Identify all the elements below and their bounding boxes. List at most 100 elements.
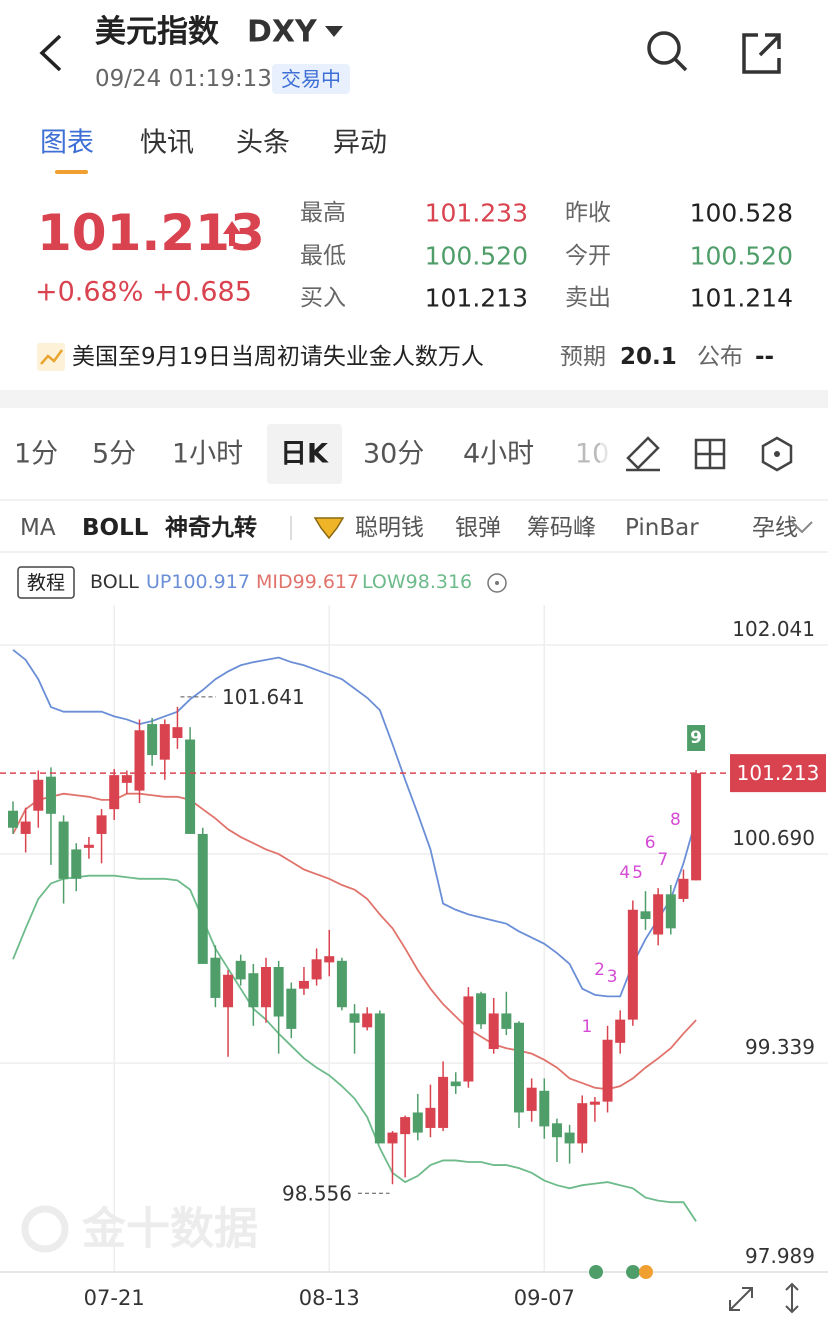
candle-body [564,1132,575,1144]
candle-body [197,833,208,964]
settings-button[interactable] [761,436,793,472]
candle-body [678,878,689,899]
event-dot[interactable] [589,1265,603,1279]
candle-body [374,1013,385,1144]
scale-button[interactable] [785,1282,799,1314]
stat-value: 100.528 [690,199,793,228]
candle-body [425,1107,436,1128]
indicator-tab[interactable]: 聪明钱 [355,515,424,541]
period-tab[interactable]: 1分 [14,439,58,470]
indicator-tab[interactable]: MA [20,515,56,541]
event-dot[interactable] [626,1265,640,1279]
symbol-code[interactable]: DXY [247,15,318,50]
candle-body [463,996,474,1082]
draw-tool-button[interactable] [626,436,660,472]
x-tick-label: 09-07 [514,1286,575,1310]
symbol-dropdown[interactable] [325,26,343,37]
period-tab[interactable]: 30分 [363,439,424,470]
candle-body [210,957,221,998]
candle-body [387,1132,398,1144]
indicator-name: BOLL [90,571,139,593]
stat-value: 101.214 [690,284,793,313]
candle-body [400,1117,411,1135]
candle-body [286,988,297,1029]
news-text: 美国至9月19日当周初请失业金人数万人 [72,344,484,370]
legend-entry: UP100.917 [146,571,250,593]
period-tab[interactable]: 4小时 [463,439,534,470]
candle-body [235,960,246,980]
period-tab[interactable]: 日K [280,439,329,470]
indicator-tab[interactable]: 筹码峰 [527,515,596,541]
candle-body [20,821,31,834]
tab[interactable]: 图表 [40,128,94,159]
candle-body [33,779,44,811]
back-button[interactable] [39,34,62,72]
stat-label: 昨收 [565,200,611,226]
tab[interactable]: 异动 [333,128,387,159]
indicator-tab[interactable]: BOLL [82,515,149,541]
tab-indicator [55,170,88,174]
status-badge [272,64,350,94]
event-dot[interactable] [639,1265,653,1279]
stat-value: 100.520 [690,242,793,271]
search-button[interactable] [647,31,688,72]
y-tick-label: 99.339 [745,1035,815,1059]
indicator-tab[interactable]: 神奇九转 [165,514,257,541]
td-label: 3 [607,967,618,987]
indicator-settings[interactable] [487,573,507,593]
y-tick-label: 102.041 [732,617,815,641]
tab[interactable]: 头条 [236,128,290,159]
expand-indicators[interactable] [791,521,813,534]
layout-button[interactable] [694,438,726,470]
candle-body [311,959,322,980]
change-value: +0.685 [152,277,252,308]
indicator-tab[interactable]: 银弹 [455,515,501,541]
candle-body [71,849,82,879]
tutorial-tag[interactable] [17,566,75,599]
stat-label: 最低 [300,243,346,269]
period-tab[interactable]: 5分 [92,439,136,470]
high-marker: 101.641 [222,685,305,709]
tab[interactable]: 快讯 [140,128,194,159]
candle-body [501,1013,512,1029]
fullscreen-button[interactable] [729,1287,753,1311]
candle-body [438,1076,449,1128]
indicator-tab[interactable]: PinBar [625,515,699,541]
td-label: 9 [690,728,702,748]
candle-body [147,724,158,756]
last-price-label: 101.213 [737,761,820,785]
news-row[interactable]: 美国至9月19日当周初请失业金人数万人 预期 20.1 公布 -- [37,343,774,371]
stat-label: 买入 [300,285,346,311]
stat-label: 最高 [300,200,346,226]
candle-body [109,775,120,810]
candle-body [185,739,196,834]
candle-body [526,1087,537,1111]
candle-body [45,776,56,814]
candle-body [412,1112,423,1133]
share-button[interactable] [742,33,781,74]
smart-money-icon [313,517,345,540]
stat-value: 101.233 [425,199,528,228]
candle-body [640,911,651,920]
period-tab[interactable]: 1小时 [172,439,243,470]
td-label: 2 [594,960,605,980]
tutorial-text: 教程 [27,572,65,594]
watermark: 金十数据 [81,1204,258,1255]
candle-body [691,773,702,881]
candle-body [476,993,487,1025]
stat-label: 卖出 [565,285,611,311]
td-label: 4 [619,863,630,883]
candle-body [349,1013,360,1023]
band-line [12,649,697,998]
low-marker: 98.556 [282,1181,352,1205]
legend-entry: LOW98.316 [362,571,472,593]
indicator-tab[interactable]: 孕线 [752,515,798,541]
candle-body [8,810,18,828]
news-icon-line [40,349,64,365]
candle-body [653,894,664,935]
fade [600,420,630,488]
x-tick-label: 07-21 [84,1286,145,1310]
candle-body [248,973,259,1008]
